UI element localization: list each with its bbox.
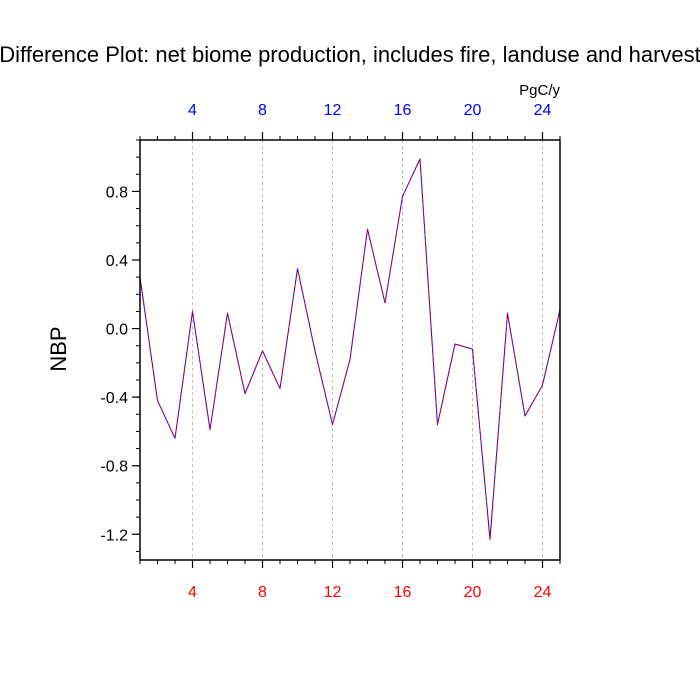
- x-tick-label-top: 20: [464, 102, 482, 119]
- plot-frame: [139, 139, 561, 561]
- axis-ticks: 4 4 8 8 12 12 16 16 20 20 24 24 -1.2 -0.8 -0.4 0.0 0.4 0.…: [100, 102, 561, 601]
- x-tick-label-top: 12: [324, 102, 342, 119]
- x-tick-label-bottom: 16: [394, 584, 412, 601]
- x-tick-label-top: 8: [258, 102, 267, 119]
- y-tick-label: 0.0: [106, 322, 128, 339]
- x-tick-label-bottom: 4: [188, 584, 197, 601]
- x-tick-label-bottom: 8: [258, 584, 267, 601]
- series-lines: [139, 158, 561, 540]
- x-tick-label-bottom: 20: [464, 584, 482, 601]
- grid-lines: [192, 140, 543, 560]
- chart-title: Difference Plot: net biome production, i…: [0, 42, 700, 67]
- x-tick-label-bottom: 12: [324, 584, 342, 601]
- series-line-dashed-overlay: [139, 158, 561, 540]
- x-tick-label-bottom: 24: [534, 584, 552, 601]
- x-tick-label-top: 4: [188, 102, 197, 119]
- units-label: PgC/y: [519, 82, 560, 99]
- y-tick-label: 0.4: [106, 253, 128, 270]
- x-tick-label-top: 24: [534, 102, 552, 119]
- series-line: [139, 158, 561, 540]
- x-tick-label-top: 16: [394, 102, 412, 119]
- y-tick-label: -1.2: [100, 527, 128, 544]
- y-tick-label: -0.4: [100, 390, 128, 407]
- y-tick-label: -0.8: [100, 459, 128, 476]
- y-axis-label: NBP: [46, 326, 71, 371]
- y-tick-label: 0.8: [106, 184, 128, 201]
